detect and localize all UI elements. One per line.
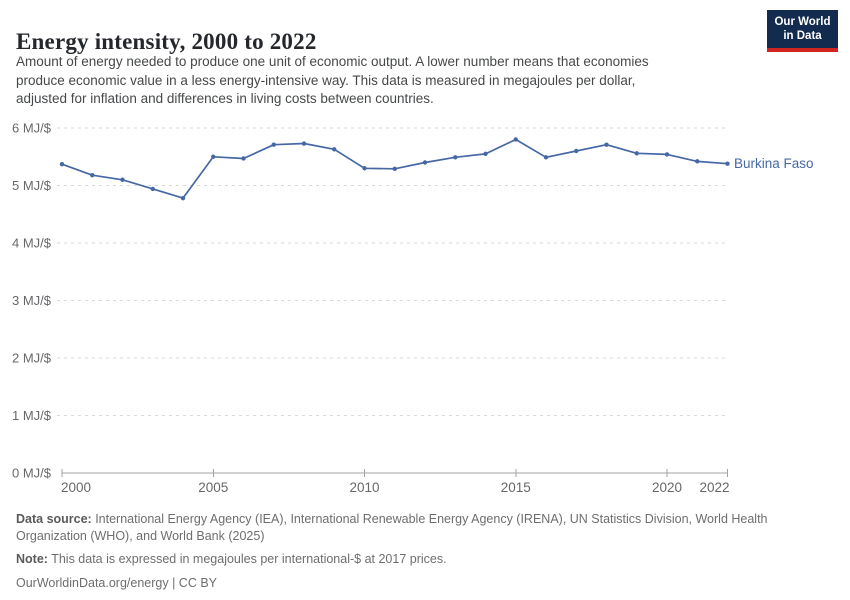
y-tick-label: 6 MJ/$	[12, 121, 52, 136]
x-tick-label: 2005	[198, 480, 228, 495]
owid-logo-line1: Our World	[774, 16, 831, 28]
data-point	[422, 160, 428, 165]
data-point	[59, 162, 65, 167]
y-tick-label: 1 MJ/$	[12, 408, 52, 423]
x-tick-label: 2010	[349, 480, 379, 495]
chart-footer: Data source: International Energy Agency…	[16, 511, 836, 592]
x-tick-label: 2020	[652, 480, 682, 495]
y-tick-label: 4 MJ/$	[12, 236, 52, 251]
datasource-text-line2: Organization (WHO), and World Bank (2025…	[16, 529, 265, 543]
x-tick-label: 2022	[699, 480, 729, 495]
x-tick-label: 2000	[61, 480, 91, 495]
owid-logo: Our World in Data	[767, 10, 838, 52]
data-point	[695, 159, 700, 164]
x-axis: 2000 2005 2010 2015 2020 2022	[61, 469, 730, 495]
data-point	[513, 137, 518, 142]
data-point	[180, 195, 186, 201]
owid-url-text: OurWorldinData.org/energy | CC BY	[16, 576, 218, 590]
y-tick-label: 5 MJ/$	[12, 178, 52, 193]
data-point	[120, 177, 125, 182]
owid-logo-line2: in Data	[783, 29, 822, 42]
data-point	[453, 155, 458, 160]
y-gridlines	[57, 127, 728, 416]
y-tick-label: 2 MJ/$	[12, 351, 52, 366]
x-tick-label: 2015	[501, 480, 531, 495]
chart-subtitle: Amount of energy needed to produce one u…	[16, 53, 649, 109]
data-point	[634, 151, 639, 156]
datasource-text: Data source: International Energy Agency…	[16, 512, 768, 526]
y-tick-label: 0 MJ/$	[12, 466, 52, 481]
y-tick-label: 3 MJ/$	[12, 293, 52, 308]
data-point	[211, 154, 216, 159]
data-point	[362, 166, 367, 171]
data-point	[543, 155, 549, 160]
datasource-label: Data source:	[16, 512, 92, 526]
data-point	[664, 152, 670, 157]
y-axis-labels: 0 MJ/$ 1 MJ/$ 2 MJ/$ 3 MJ/$ 4 MJ/$ 5 MJ/$ 6 MJ…	[12, 121, 52, 481]
page-title: Energy intensity, 2000 to 2022	[16, 29, 317, 55]
data-point	[332, 147, 337, 152]
data-point	[90, 172, 95, 178]
data-point	[574, 148, 579, 154]
data-point	[150, 186, 155, 192]
data-point	[271, 142, 276, 147]
data-point	[392, 166, 397, 172]
data-point	[725, 161, 730, 166]
subtitle-line: adjusted for inflation and differences i…	[16, 91, 434, 106]
subtitle-line: produce economic value in a less energy-…	[16, 72, 636, 88]
data-point	[483, 151, 488, 157]
data-point	[241, 156, 246, 161]
data-point	[604, 142, 609, 147]
data-points	[59, 137, 730, 201]
series-label: Burkina Faso	[734, 156, 814, 171]
note-text: Note: This data is expressed in megajoul…	[16, 552, 447, 566]
subtitle-line: Amount of energy needed to produce one u…	[16, 54, 649, 69]
note-label: Note:	[16, 552, 48, 566]
data-point	[301, 141, 307, 146]
